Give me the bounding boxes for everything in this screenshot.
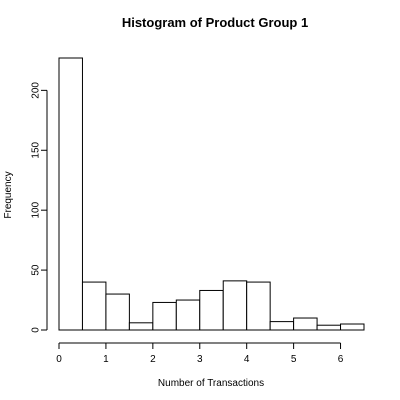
x-tick-label-2: 2: [150, 354, 156, 365]
histogram-bar-5: [175, 299, 201, 331]
histogram-bar-10: [293, 317, 318, 331]
y-tick-label-3: 150: [31, 141, 42, 158]
x-tick-label-1: 1: [103, 354, 109, 365]
histogram-bar-11: [316, 324, 342, 331]
histogram-bar-0: [58, 57, 83, 331]
y-axis-label: Frequency: [3, 171, 14, 218]
y-tick-label-4: 200: [31, 82, 42, 99]
histogram-bar-1: [81, 281, 107, 331]
x-axis-label: Number of Transactions: [158, 378, 264, 389]
x-tick-label-3: 3: [197, 354, 203, 365]
chart-title: Histogram of Product Group 1: [122, 15, 308, 30]
histogram-bar-4: [152, 301, 177, 331]
histogram-bar-7: [222, 280, 248, 331]
histogram-bar-8: [246, 281, 271, 331]
histogram-bar-3: [128, 322, 154, 331]
x-tick-label-4: 4: [244, 354, 250, 365]
y-tick-label-0: 0: [31, 327, 42, 333]
y-axis: 0 50 100 150 200: [31, 82, 48, 333]
bars-group: [58, 57, 365, 331]
x-tick-label-5: 5: [291, 354, 297, 365]
y-tick-label-1: 50: [31, 264, 42, 276]
histogram-bar-6: [199, 289, 224, 331]
histogram-bar-9: [269, 321, 295, 331]
x-tick-label-6: 6: [338, 354, 344, 365]
x-tick-label-0: 0: [56, 354, 62, 365]
histogram-bar-12: [340, 323, 365, 331]
histogram-bar-2: [105, 293, 130, 331]
y-tick-label-2: 100: [31, 201, 42, 218]
x-axis: 0 1 2 3 4 5 6: [56, 342, 344, 365]
